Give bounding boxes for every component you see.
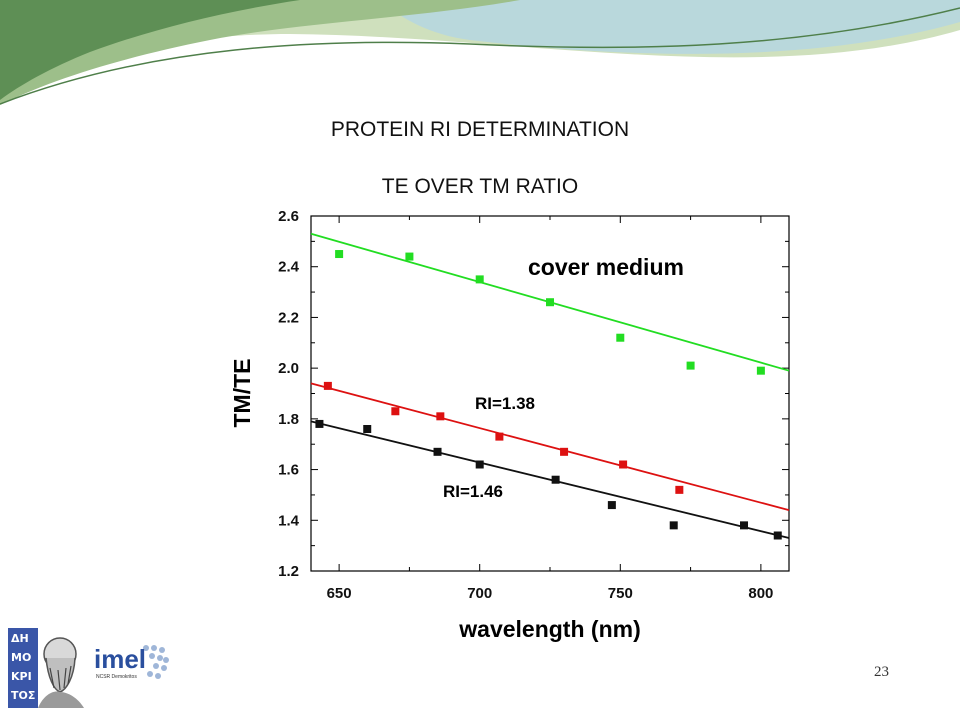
x-tick-label: 800: [748, 585, 773, 602]
data-point-0: [616, 333, 625, 342]
data-point-2: [607, 501, 616, 510]
imel-logo-text: imel: [94, 644, 146, 674]
x-tick-label: 700: [467, 585, 492, 602]
svg-text:ΚΡΙ: ΚΡΙ: [11, 670, 32, 683]
demokritos-logo-band: [8, 628, 38, 708]
fit-line-2: [310, 420, 790, 539]
data-point-2: [773, 531, 782, 540]
data-point-1: [619, 460, 628, 469]
y-tick-label: 2.6: [278, 208, 299, 225]
x-axis-title: wavelength (nm): [458, 616, 640, 642]
y-tick-label: 1.2: [278, 563, 299, 580]
data-point-2: [475, 460, 484, 469]
annotation-cover-medium: cover medium: [528, 254, 684, 280]
imel-logo-subtext: NCSR Demokritos: [96, 674, 137, 680]
x-tick-label: 750: [608, 585, 633, 602]
data-point-0: [546, 298, 554, 307]
y-tick-label: 1.6: [278, 462, 299, 479]
data-point-1: [560, 447, 569, 456]
data-point-1: [675, 485, 684, 494]
data-point-2: [433, 447, 442, 456]
annotation-ri-138: RI=1.38: [475, 394, 535, 413]
slide-subtitle: TE OVER TM RATIO: [381, 175, 579, 198]
svg-text:ΔΗ: ΔΗ: [11, 632, 29, 645]
data-point-1: [323, 381, 332, 390]
demokritos-bust-figure: [38, 637, 84, 708]
data-point-1: [391, 407, 400, 416]
data-point-2: [669, 521, 678, 530]
data-point-2: [363, 425, 372, 433]
page-number: 23: [874, 664, 889, 680]
data-point-0: [475, 275, 484, 284]
y-axis-title: TM/TE: [229, 359, 255, 428]
y-tick-label: 2.0: [278, 360, 299, 377]
fit-line-1: [310, 382, 790, 512]
data-point-1: [436, 412, 445, 421]
demokritos-letters: ΔΗ ΜΟ ΚΡΙ ΤΟΣ: [11, 632, 35, 702]
imel-logo: imel NCSR Demokritos: [94, 644, 169, 680]
x-tick-label: 650: [327, 585, 352, 602]
data-point-0: [335, 250, 344, 259]
svg-text:ΤΟΣ: ΤΟΣ: [11, 689, 35, 702]
imel-logo-dots: [143, 645, 169, 679]
data-point-0: [756, 366, 765, 375]
data-point-0: [405, 252, 414, 261]
demokritos-logo: ΔΗ ΜΟ ΚΡΙ ΤΟΣ: [8, 628, 84, 708]
header-wave-banner: [0, 0, 960, 105]
data-point-2: [740, 521, 749, 530]
annotation-ri-146: RI=1.46: [443, 482, 503, 501]
y-tick-label: 1.8: [278, 411, 299, 428]
banner-wave-line: [0, 7, 960, 105]
banner-wave-dark: [0, 0, 300, 100]
banner-wave-teal: [380, 0, 960, 54]
slide-title: PROTEIN RI DETERMINATION: [330, 118, 630, 141]
svg-text:ΜΟ: ΜΟ: [11, 651, 31, 664]
data-point-2: [315, 419, 324, 428]
y-tick-label: 1.4: [278, 512, 300, 529]
data-point-1: [495, 432, 504, 441]
data-point-2: [551, 475, 560, 484]
y-tick-label: 2.2: [278, 309, 299, 326]
data-point-0: [686, 361, 695, 370]
y-tick-label: 2.4: [278, 259, 300, 276]
